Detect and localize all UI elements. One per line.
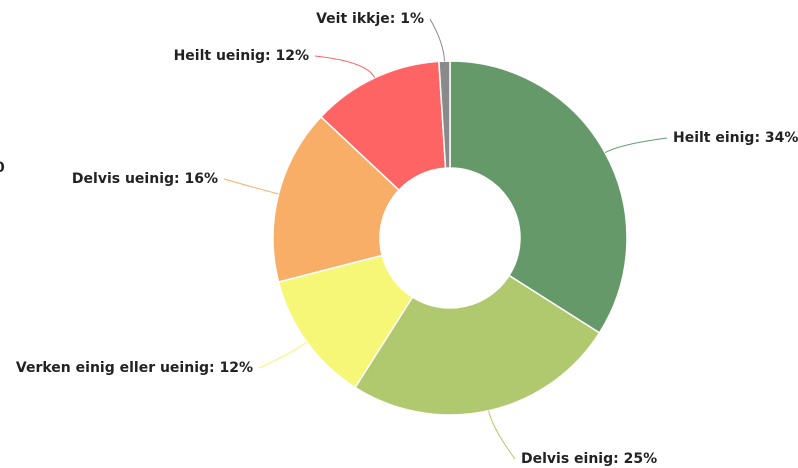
data-label: Veit ikkje: 1% [316, 11, 424, 27]
connector [258, 341, 308, 369]
clipped-text: 0 [0, 160, 5, 176]
connector [429, 18, 445, 62]
connector [223, 178, 279, 195]
slice [319, 60, 447, 192]
data-label: Delvis ueinig: 16% [72, 171, 218, 187]
slice [272, 115, 401, 283]
data-label: Delvis einig: 25% [521, 451, 657, 467]
slice [354, 274, 601, 416]
data-label: Heilt einig: 34% [673, 130, 798, 146]
slice [449, 60, 628, 334]
connector [604, 137, 668, 154]
data-label: Heilt ueinig: 12% [174, 48, 309, 64]
connector [314, 55, 376, 79]
data-label: Verken einig eller ueinig: 12% [16, 360, 253, 376]
slice [277, 254, 414, 389]
slice [438, 60, 451, 169]
connector [488, 410, 516, 460]
